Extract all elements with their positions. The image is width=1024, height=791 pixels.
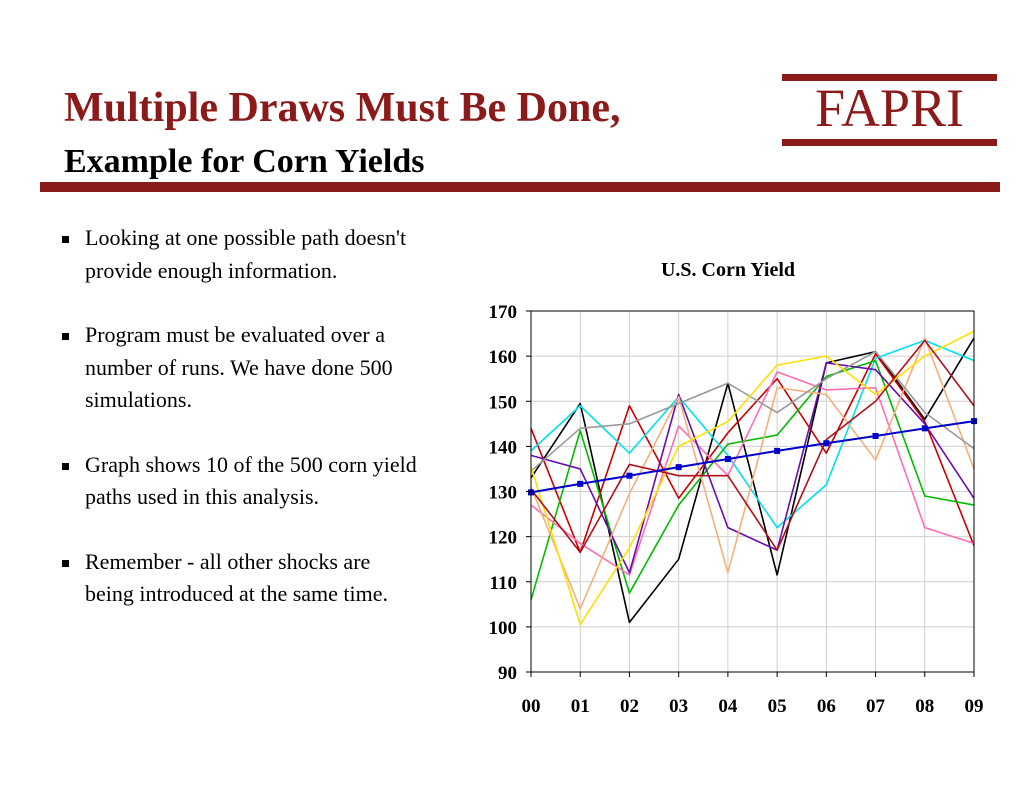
series-marker bbox=[675, 464, 682, 471]
x-tick-label: 04 bbox=[718, 696, 738, 717]
chart-title: U.S. Corn Yield bbox=[661, 259, 795, 281]
bullet-item: Looking at one possible path doesn't pro… bbox=[62, 222, 422, 287]
logo-bottom-bar bbox=[782, 139, 997, 146]
logo-text: FAPRI bbox=[814, 78, 965, 138]
x-axis-ticks: 00 01 02 03 04 05 06 07 08 09 bbox=[522, 672, 984, 717]
x-tick-label: 02 bbox=[620, 696, 639, 717]
bullet-text: Graph shows 10 of the 500 corn yield pat… bbox=[85, 451, 417, 510]
y-tick-label: 100 bbox=[489, 618, 518, 639]
series-line-6 bbox=[530, 362, 975, 574]
x-tick-label: 07 bbox=[866, 696, 886, 717]
bullet-text: Remember - all other shocks are being in… bbox=[85, 548, 389, 607]
series-line-5 bbox=[530, 371, 975, 576]
series-marker bbox=[823, 440, 830, 447]
series-line-11 bbox=[530, 420, 975, 494]
slide-title-line2: Example for Corn Yields bbox=[64, 143, 425, 180]
series-marker bbox=[872, 432, 879, 439]
y-tick-label: 120 bbox=[489, 528, 518, 549]
bullet-marker bbox=[62, 462, 69, 470]
series-marker bbox=[577, 480, 584, 487]
logo-top-bar bbox=[782, 74, 997, 81]
slide-title-line1: Multiple Draws Must Be Done, bbox=[64, 85, 621, 131]
x-tick-label: 09 bbox=[965, 696, 984, 717]
bullet-list: Looking at one possible path doesn't pro… bbox=[62, 222, 422, 643]
bullet-marker bbox=[62, 236, 69, 243]
title-divider bbox=[40, 182, 1000, 192]
y-tick-label: 170 bbox=[489, 302, 518, 323]
bullet-text: Looking at one possible path doesn't pro… bbox=[85, 225, 407, 283]
x-tick-label: 01 bbox=[571, 696, 590, 717]
x-tick-label: 00 bbox=[522, 696, 541, 717]
series-line-3 bbox=[530, 339, 975, 529]
series-marker bbox=[774, 447, 781, 454]
bullet-item: Program must be evaluated over a number … bbox=[62, 319, 422, 417]
y-tick-label: 110 bbox=[490, 573, 517, 594]
series-marker bbox=[921, 425, 928, 432]
series-marker bbox=[724, 456, 731, 463]
bullet-item: Remember - all other shocks are being in… bbox=[62, 546, 422, 611]
y-tick-label: 90 bbox=[498, 663, 517, 684]
y-axis-ticks: 90 100 110 120 130 140 150 160 170 bbox=[489, 302, 531, 684]
series-line-9 bbox=[530, 330, 975, 626]
x-tick-label: 06 bbox=[817, 696, 836, 717]
bullet-marker bbox=[62, 333, 69, 340]
bullet-text: Program must be evaluated over a number … bbox=[85, 322, 393, 412]
x-tick-label: 05 bbox=[768, 696, 787, 717]
y-tick-label: 150 bbox=[489, 392, 518, 413]
bullet-marker bbox=[62, 559, 69, 567]
y-tick-label: 160 bbox=[489, 347, 518, 368]
series-line-8 bbox=[530, 350, 975, 472]
series-line-7 bbox=[530, 337, 975, 610]
y-tick-label: 130 bbox=[489, 483, 518, 504]
x-tick-label: 08 bbox=[915, 696, 934, 717]
series-line-4 bbox=[530, 359, 975, 601]
y-tick-label: 140 bbox=[489, 437, 518, 458]
bullet-item: Graph shows 10 of the 500 corn yield pat… bbox=[62, 449, 422, 514]
chart-series bbox=[528, 330, 977, 626]
series-line-10 bbox=[530, 339, 975, 554]
series-marker bbox=[626, 472, 633, 479]
x-tick-label: 03 bbox=[669, 696, 688, 717]
